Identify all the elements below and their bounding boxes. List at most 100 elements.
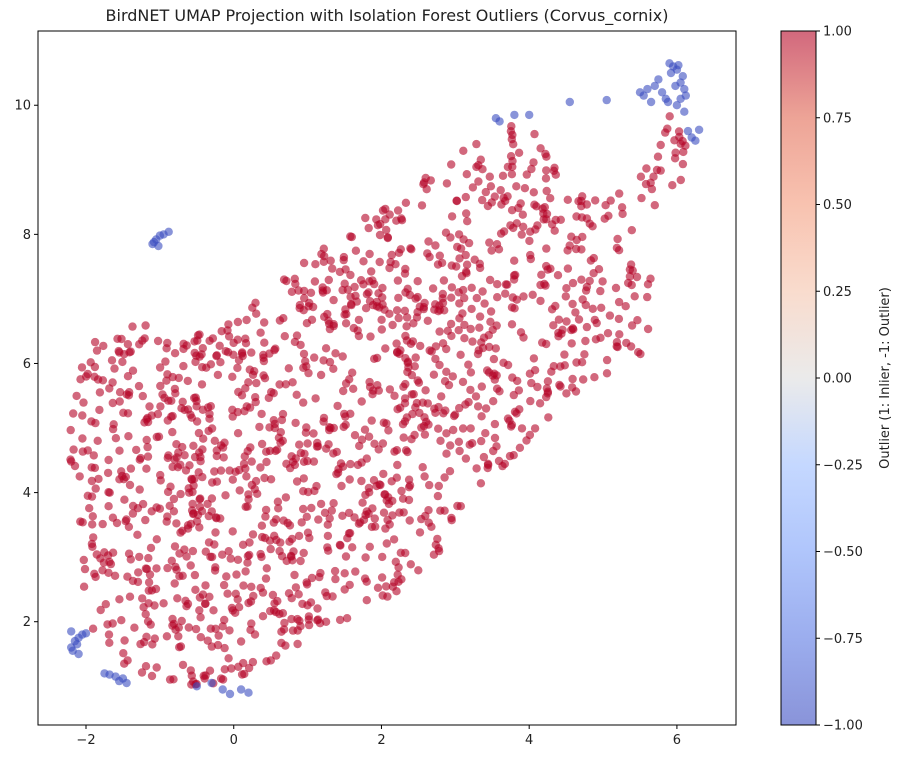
inlier-point — [366, 332, 375, 341]
inlier-point — [195, 502, 205, 512]
inlier-point — [490, 369, 499, 378]
inlier-point — [197, 380, 207, 389]
inlier-point — [341, 379, 351, 388]
inlier-point — [407, 370, 417, 380]
inlier-point — [275, 380, 284, 389]
inlier-point — [385, 263, 394, 273]
inlier-point — [299, 474, 308, 483]
inlier-point — [261, 505, 271, 515]
inlier-point — [483, 366, 492, 375]
inlier-point — [300, 449, 309, 458]
outlier-point — [115, 676, 124, 686]
inlier-point — [133, 577, 143, 587]
inlier-point — [379, 508, 389, 517]
inlier-point — [178, 660, 188, 670]
outlier-point — [663, 97, 673, 107]
inlier-point — [393, 460, 402, 470]
inlier-point — [377, 325, 386, 334]
inlier-point — [281, 493, 291, 502]
inlier-point — [303, 439, 312, 448]
inlier-point — [277, 415, 287, 425]
inlier-point — [145, 402, 154, 411]
inlier-point — [344, 508, 354, 518]
inlier-point — [331, 349, 340, 358]
inlier-point — [128, 366, 138, 375]
inlier-point — [300, 294, 309, 303]
inlier-point — [306, 598, 316, 607]
inlier-point — [542, 152, 551, 161]
inlier-point — [192, 351, 201, 360]
inlier-point — [88, 542, 97, 551]
inlier-point — [188, 546, 198, 556]
outlier-point — [676, 78, 685, 87]
inlier-point — [323, 520, 332, 529]
inlier-point — [674, 127, 684, 136]
colorbar-label: Outlier (1: Inlier, -1: Outlier) — [878, 287, 893, 469]
inlier-point — [146, 543, 156, 553]
inlier-point — [271, 607, 281, 617]
inlier-point — [225, 626, 234, 635]
inlier-point — [338, 511, 347, 520]
inlier-point — [562, 389, 571, 398]
inlier-point — [128, 322, 137, 331]
inlier-point — [486, 307, 496, 316]
inlier-point — [467, 304, 476, 314]
inlier-point — [367, 267, 376, 276]
inlier-point — [104, 502, 113, 511]
outlier-point — [654, 75, 663, 84]
inlier-point — [382, 225, 391, 235]
inlier-point — [460, 334, 469, 343]
chart-title: BirdNET UMAP Projection with Isolation F… — [106, 6, 669, 26]
outlier-point — [225, 689, 235, 699]
inlier-point — [320, 508, 330, 517]
inlier-point — [91, 484, 100, 493]
inlier-point — [248, 303, 257, 312]
inlier-point — [350, 282, 359, 292]
inlier-point — [168, 372, 177, 382]
inlier-point — [421, 386, 430, 395]
inlier-point — [527, 164, 536, 174]
inlier-point — [506, 221, 515, 230]
inlier-point — [626, 342, 636, 351]
inlier-point — [270, 345, 279, 355]
inlier-point — [104, 630, 114, 639]
inlier-point — [323, 531, 333, 541]
inlier-point — [293, 614, 302, 624]
inlier-point — [402, 313, 412, 322]
inlier-point — [365, 382, 375, 392]
inlier-point — [362, 507, 371, 516]
inlier-point — [348, 368, 357, 377]
inlier-point — [472, 139, 481, 149]
inlier-point — [188, 487, 197, 497]
inlier-point — [341, 319, 351, 328]
inlier-point — [89, 451, 99, 460]
inlier-point — [156, 381, 165, 391]
inlier-point — [579, 375, 588, 384]
inlier-point — [486, 317, 495, 326]
inlier-point — [326, 423, 335, 433]
inlier-point — [401, 331, 410, 341]
inlier-point — [494, 456, 504, 466]
inlier-point — [466, 385, 475, 395]
inlier-point — [480, 299, 489, 308]
inlier-point — [294, 286, 303, 295]
inlier-point — [343, 534, 352, 543]
inlier-point — [196, 633, 205, 642]
inlier-point — [138, 499, 148, 509]
inlier-point — [627, 321, 637, 330]
inlier-point — [404, 495, 414, 505]
inlier-point — [120, 636, 129, 645]
inlier-point — [561, 292, 570, 301]
inlier-point — [90, 362, 100, 372]
inlier-point — [602, 355, 612, 365]
inlier-point — [299, 349, 309, 359]
y-axis: 2 4 6 8 10 — [14, 99, 38, 630]
inlier-point — [135, 340, 144, 349]
inlier-point — [439, 276, 449, 285]
inlier-point — [138, 594, 147, 603]
inlier-point — [126, 347, 135, 356]
inlier-point — [393, 570, 402, 579]
inlier-point — [316, 499, 326, 509]
inlier-point — [499, 193, 508, 202]
inlier-point — [220, 615, 229, 625]
